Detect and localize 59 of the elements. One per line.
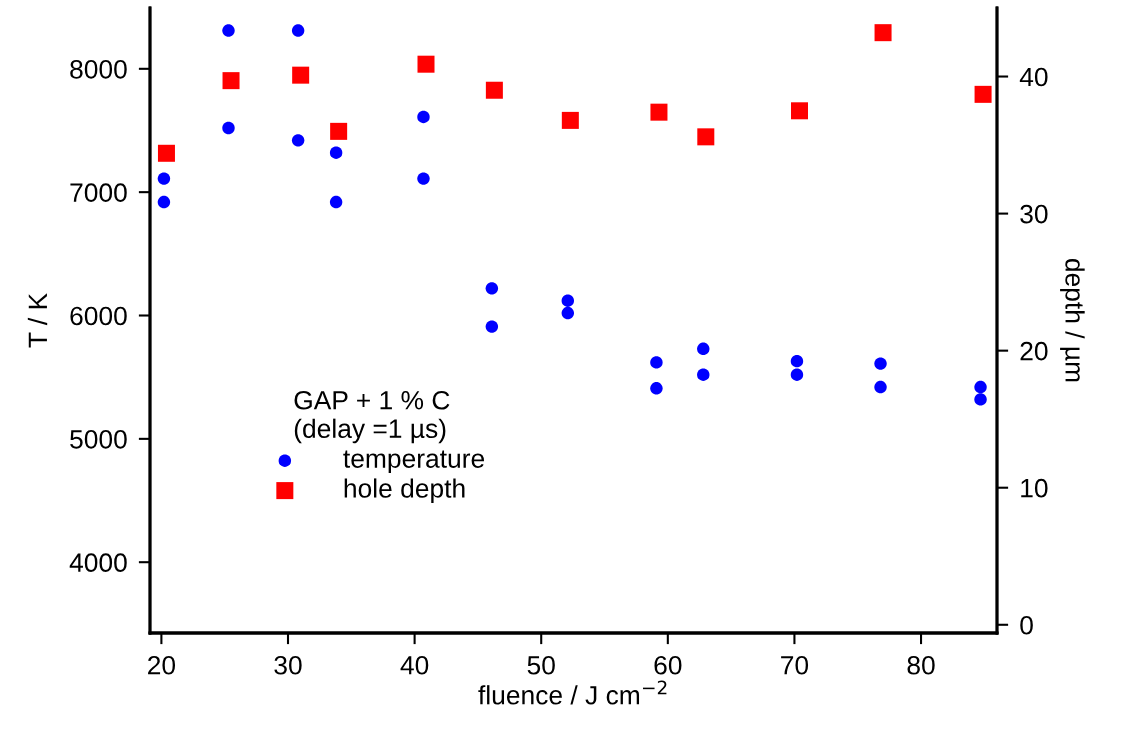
x-tick-label: 70 bbox=[781, 655, 809, 675]
point bbox=[561, 294, 575, 307]
legend-label: temperature bbox=[343, 450, 484, 474]
point bbox=[974, 393, 987, 406]
point bbox=[291, 24, 305, 37]
point bbox=[417, 110, 430, 124]
point bbox=[157, 195, 171, 209]
point bbox=[329, 195, 343, 209]
point bbox=[292, 66, 310, 84]
point bbox=[974, 380, 987, 394]
y2-axis-title: depth / µm bbox=[1060, 259, 1085, 382]
y2-tick-label: 40 bbox=[1019, 67, 1048, 87]
x-tick-label: 50 bbox=[527, 655, 555, 675]
y2-tick-label: 10 bbox=[1021, 478, 1048, 498]
point bbox=[697, 342, 710, 356]
point bbox=[330, 122, 348, 140]
point bbox=[974, 85, 992, 103]
x-tick-label: 20 bbox=[148, 655, 176, 675]
x-tick-label: 60 bbox=[654, 655, 682, 675]
point bbox=[874, 380, 887, 394]
point bbox=[561, 306, 575, 320]
y2-tick-label: 0 bbox=[1020, 615, 1033, 635]
point bbox=[874, 24, 892, 42]
point bbox=[874, 357, 887, 370]
legend-label: hole depth bbox=[344, 478, 465, 503]
x-tick-label: 30 bbox=[274, 655, 302, 675]
x-tick-label: 40 bbox=[400, 655, 429, 675]
y-tick-label: 5000 bbox=[70, 429, 127, 449]
point bbox=[222, 24, 235, 37]
point bbox=[329, 146, 343, 159]
point bbox=[650, 103, 668, 121]
point bbox=[697, 368, 710, 381]
y-axis-title: T / K bbox=[27, 293, 48, 348]
x-axis-title: fluence / J cm$^{−2}$ bbox=[478, 680, 667, 705]
point bbox=[485, 282, 499, 295]
y2-tick-label: 30 bbox=[1020, 204, 1048, 224]
point bbox=[561, 111, 579, 129]
y-tick-label: 8000 bbox=[70, 59, 127, 79]
y2-tick-label: 20 bbox=[1020, 341, 1048, 361]
point bbox=[790, 102, 808, 120]
point bbox=[790, 354, 804, 368]
y-tick-label: 4000 bbox=[69, 553, 127, 573]
point bbox=[157, 172, 171, 185]
point bbox=[157, 144, 175, 162]
point bbox=[697, 128, 715, 146]
point bbox=[650, 356, 663, 369]
point bbox=[291, 134, 305, 147]
y-tick-label: 6000 bbox=[70, 306, 127, 326]
point bbox=[222, 121, 235, 135]
x-tick-label: 80 bbox=[907, 655, 935, 675]
point bbox=[650, 382, 663, 395]
point bbox=[222, 72, 240, 90]
point bbox=[485, 81, 503, 99]
point bbox=[417, 172, 430, 185]
point bbox=[485, 320, 499, 333]
point bbox=[417, 55, 435, 73]
y-tick-label: 7000 bbox=[70, 183, 127, 202]
point bbox=[790, 368, 804, 381]
legend-title: GAP + 1 % C (delay =1 µs) bbox=[294, 390, 450, 444]
